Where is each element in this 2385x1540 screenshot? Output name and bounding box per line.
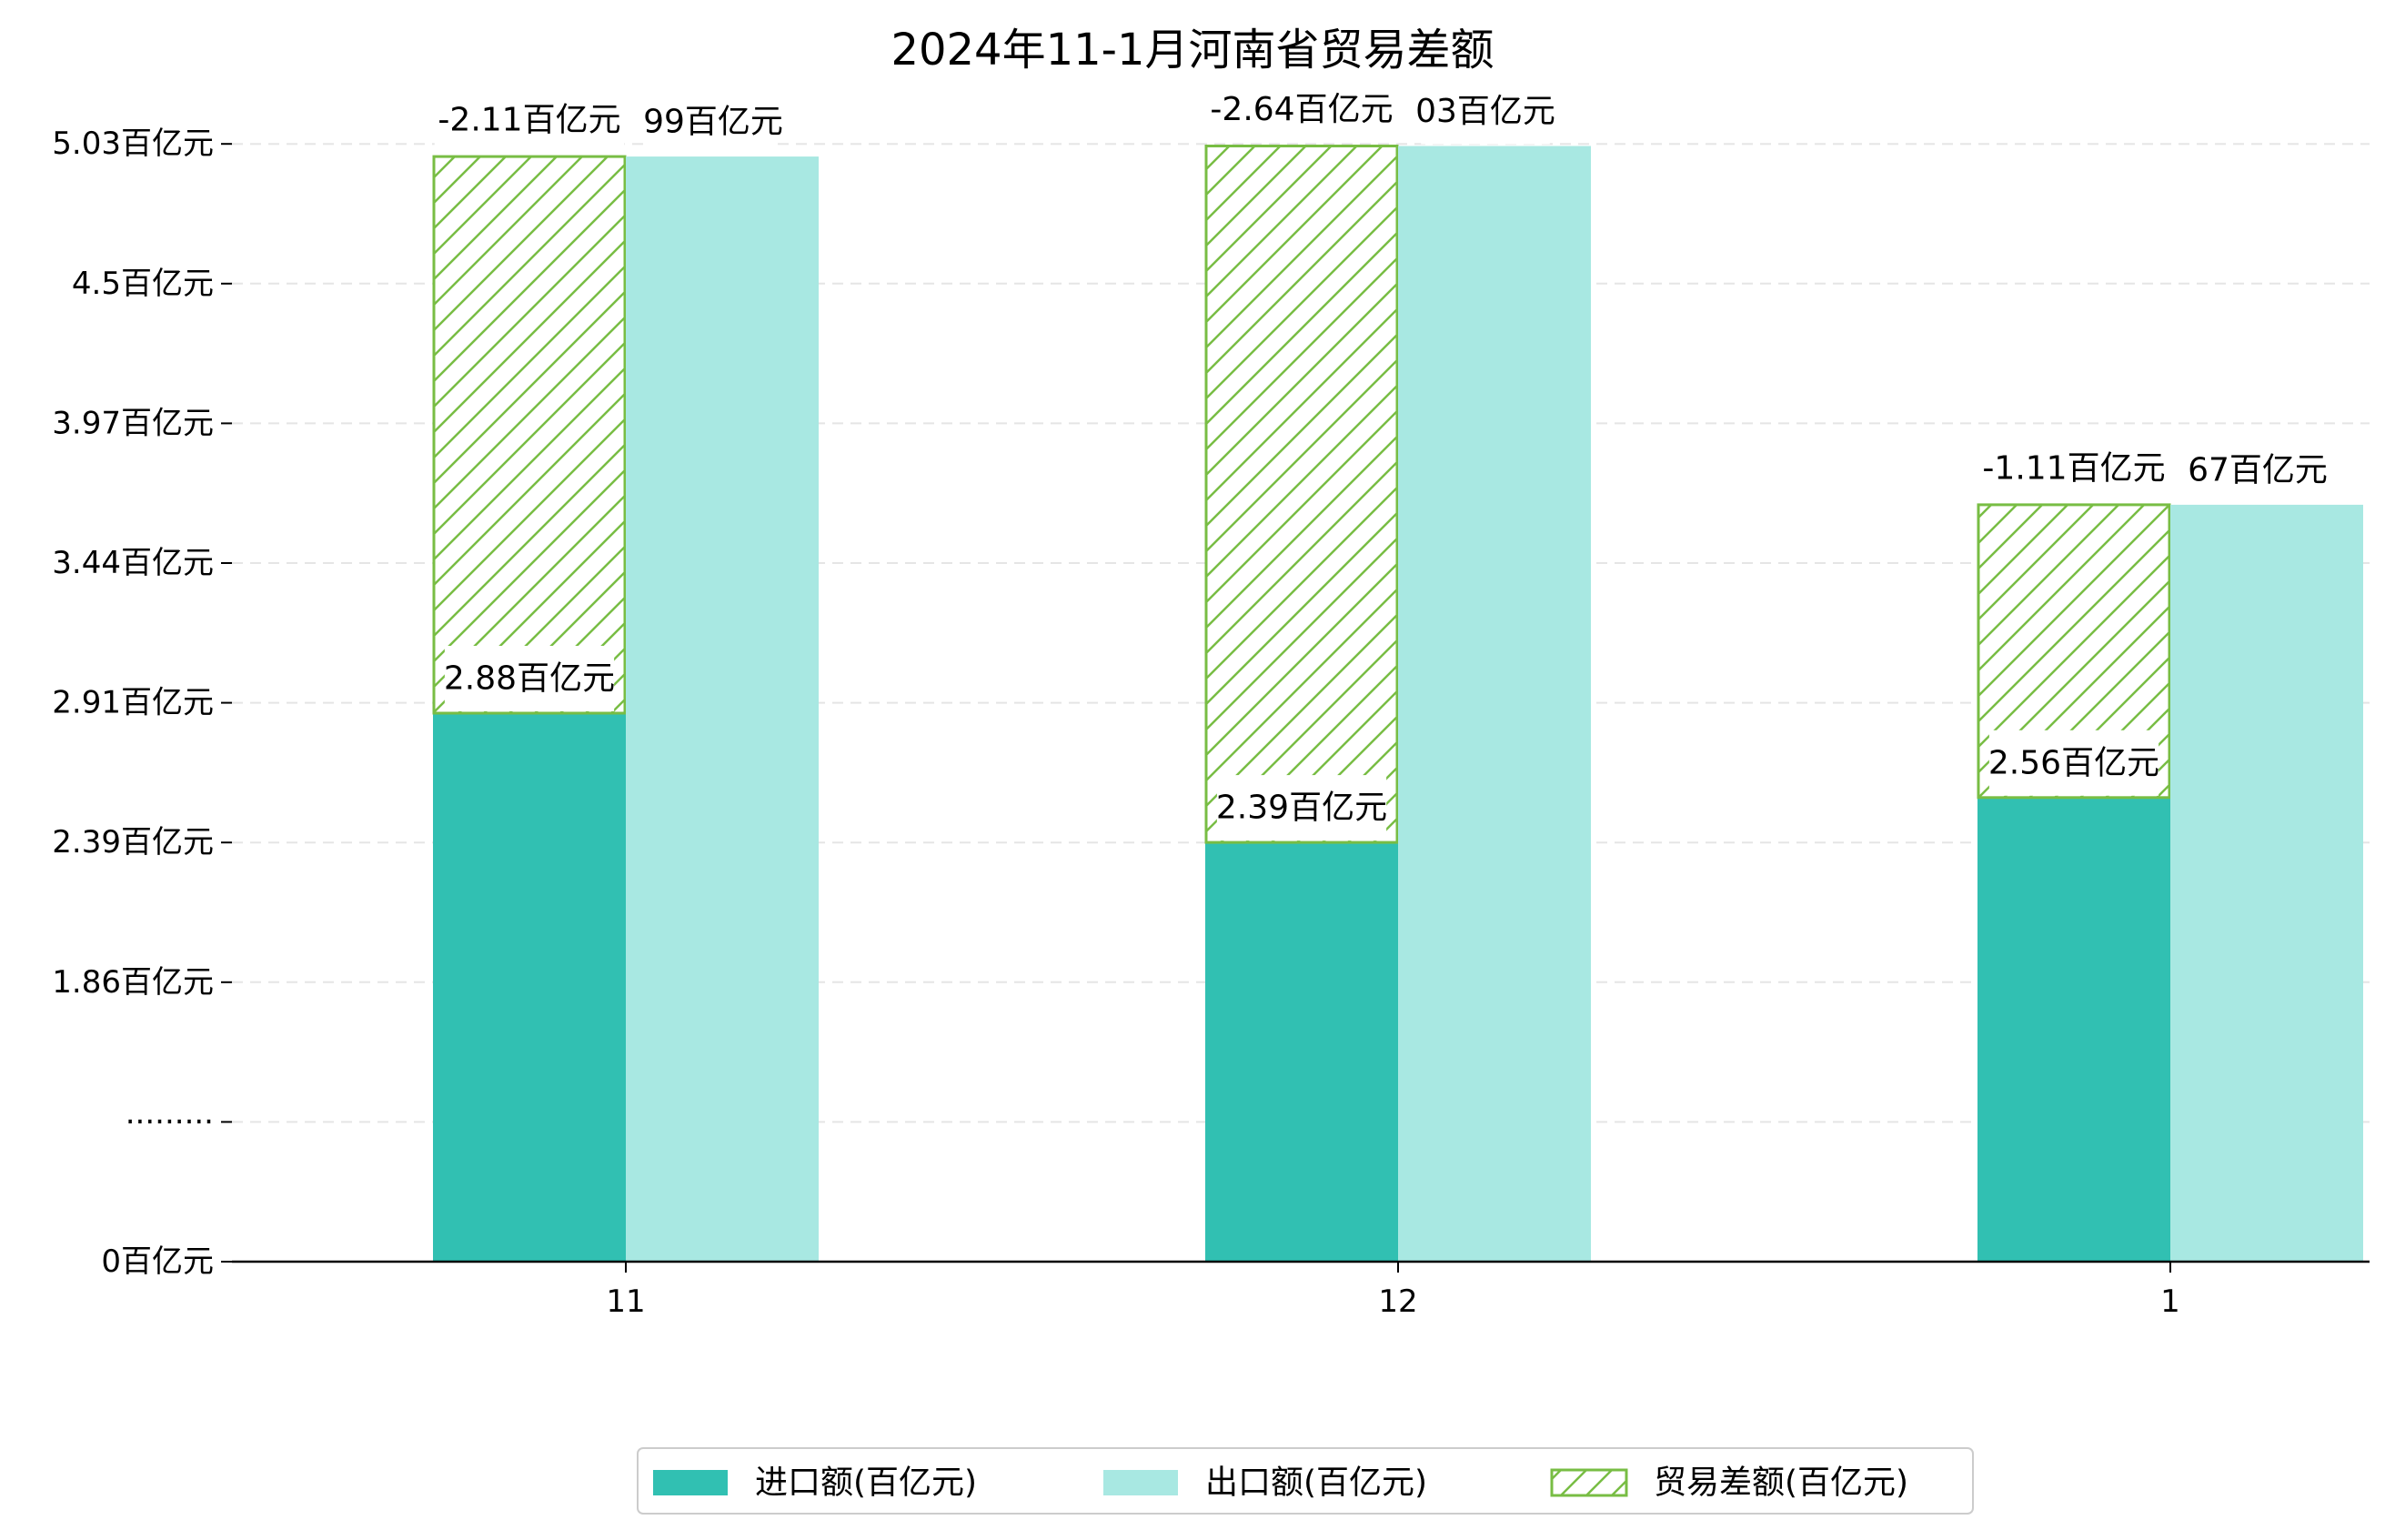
data-label-export-1: 67百亿元 <box>2188 451 2328 488</box>
y-tick-label: 2.39百亿元 <box>52 824 214 861</box>
bar-import-11 <box>433 713 626 1262</box>
legend-box <box>637 1447 1974 1515</box>
legend-swatch-import <box>653 1470 728 1495</box>
y-tick-label: 3.97百亿元 <box>52 405 214 441</box>
data-label-export-1-bg <box>2193 437 2322 503</box>
data-label-export-11: 99百亿元 <box>643 104 783 141</box>
data-label-balance-1: -1.11百亿元 <box>1982 449 2165 487</box>
x-tick-label: 1 <box>2160 1283 2180 1320</box>
y-tick-label: 4.5百亿元 <box>72 266 214 302</box>
data-label-import-1: 2.56百亿元 <box>1988 744 2159 781</box>
bar-import-12 <box>1205 842 1398 1262</box>
data-label-balance-11: -2.11百亿元 <box>438 102 620 139</box>
bar-export-1 <box>2170 504 2363 1262</box>
y-tick-label: ········· <box>126 1103 214 1140</box>
data-label-export-11-bg <box>649 89 778 156</box>
legend-label-export: 出口额(百亿元) <box>1205 1465 1427 1502</box>
legend: 进口额(百亿元) 出口额(百亿元) 贸易差额(百亿元) <box>637 1447 1974 1515</box>
bar-export-11 <box>626 156 819 1263</box>
data-label-balance-1-bg <box>1978 435 2169 501</box>
data-label-import-11: 2.88百亿元 <box>444 660 615 698</box>
data-label-export-12-bg <box>1421 78 1550 145</box>
data-label-balance-12: -2.64百亿元 <box>1210 91 1393 128</box>
bar-balance-12 <box>1204 145 1399 844</box>
x-tick-label: 12 <box>1378 1283 1417 1320</box>
x-tick-label: 11 <box>606 1283 645 1320</box>
bar-import-1 <box>1977 797 2170 1262</box>
bar-balance-11 <box>432 155 627 715</box>
data-label-export-12: 03百亿元 <box>1415 93 1555 130</box>
data-label-import-11-bg <box>444 646 615 711</box>
bar-export-12 <box>1398 146 1591 1262</box>
y-tick-label: 1.86百亿元 <box>52 964 214 1001</box>
data-label-import-12-bg <box>1216 775 1387 841</box>
legend-label-import: 进口额(百亿元) <box>755 1465 977 1502</box>
y-tick-label: 3.44百亿元 <box>52 545 214 581</box>
y-tick-label: 5.03百亿元 <box>52 126 214 162</box>
legend-swatch-export <box>1103 1470 1178 1495</box>
y-tick-label: 2.91百亿元 <box>52 685 214 721</box>
data-label-import-1-bg <box>1988 730 2159 796</box>
axes: 0百亿元 ········· 1.86百亿元 2.39百亿元 2.91百亿元 3.44百亿… <box>52 126 2370 1320</box>
data-label-balance-12-bg <box>1206 76 1397 143</box>
legend-swatch-balance <box>1550 1468 1628 1497</box>
data-label-import-12: 2.39百亿元 <box>1216 790 1387 827</box>
data-label-balance-11-bg <box>434 87 625 154</box>
y-tick-label: 0百亿元 <box>101 1243 214 1280</box>
data-labels: 2.88百亿元 -2.11百亿元 99百亿元 2.39百亿元 -2.64百亿元 03百亿元… <box>434 76 2328 841</box>
legend-label-balance: 贸易差额(百亿元) <box>1654 1465 1908 1502</box>
chart-title: 2024年11-1月河南省贸易差额 <box>891 25 1494 75</box>
bars <box>432 145 2363 1263</box>
